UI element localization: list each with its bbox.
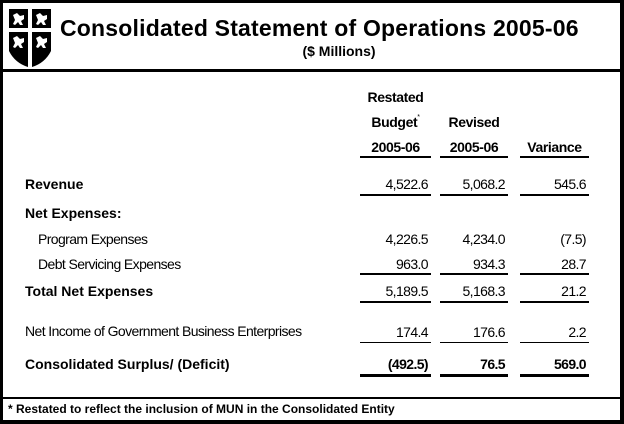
col-variance: Variance [527,139,582,155]
header-underline [520,156,589,158]
row-label-revenue: Revenue [25,176,84,192]
statement-page: Consolidated Statement of Operations 200… [3,3,620,420]
col-budget-line3: 2005-06 [371,139,420,155]
col-budget-line1: Restated [367,89,424,105]
cell: 174.4 [395,324,429,340]
row-label-surplus: Consolidated Surplus/ (Deficit) [25,356,230,372]
cell: 4,234.0 [462,231,505,247]
underline [520,342,589,343]
cell: 5,068.2 [462,176,505,192]
cell: 545.6 [553,176,587,192]
footnote-marker: * [417,114,420,121]
cell: 21.2 [561,283,586,299]
footer-divider [3,397,620,399]
col-budget-line2: Budget* [360,114,431,130]
underline [360,342,431,343]
underline [520,273,589,275]
cell: 4,226.5 [385,231,428,247]
coat-of-arms-logo [9,9,51,67]
double-underline [520,374,589,377]
col-budget-label: Budget [371,114,418,130]
row-label-total: Total Net Expenses [25,283,154,299]
row-label-net-expenses: Net Expenses: [25,205,122,221]
cell: 2.2 [568,324,586,340]
underline [440,301,508,303]
header-underline [440,156,508,158]
cell: (492.5) [387,356,429,372]
cell: 963.0 [395,256,429,272]
underline [360,194,431,196]
header-divider [3,69,620,72]
footnote: * Restated to reflect the inclusion of M… [8,402,395,416]
underline [360,301,431,303]
cell: 5,168.3 [462,283,505,299]
double-underline [360,374,431,377]
row-label-gbe: Net Income of Government Business Enterp… [25,323,302,339]
underline [360,273,431,275]
row-label-program: Program Expenses [38,231,148,247]
cell: 176.6 [472,324,506,340]
underline [520,194,589,196]
cell: 569.0 [553,356,587,372]
underline [520,301,589,303]
cell: 28.7 [561,256,586,272]
col-revised-line3: 2005-06 [449,139,499,155]
underline [440,342,508,343]
underline [440,194,508,196]
page-subtitle: ($ Millions) [302,43,376,59]
row-label-debt: Debt Servicing Expenses [38,256,181,272]
cell: 5,189.5 [385,283,428,299]
header-underline [360,156,431,158]
cell: 934.3 [472,256,506,272]
underline [440,273,508,275]
cell: 76.5 [480,356,505,372]
cell: (7.5) [560,231,586,247]
double-underline [440,374,508,377]
page-title: Consolidated Statement of Operations 200… [60,15,579,41]
cell: 4,522.6 [385,176,428,192]
col-revised-line2: Revised [448,114,500,130]
